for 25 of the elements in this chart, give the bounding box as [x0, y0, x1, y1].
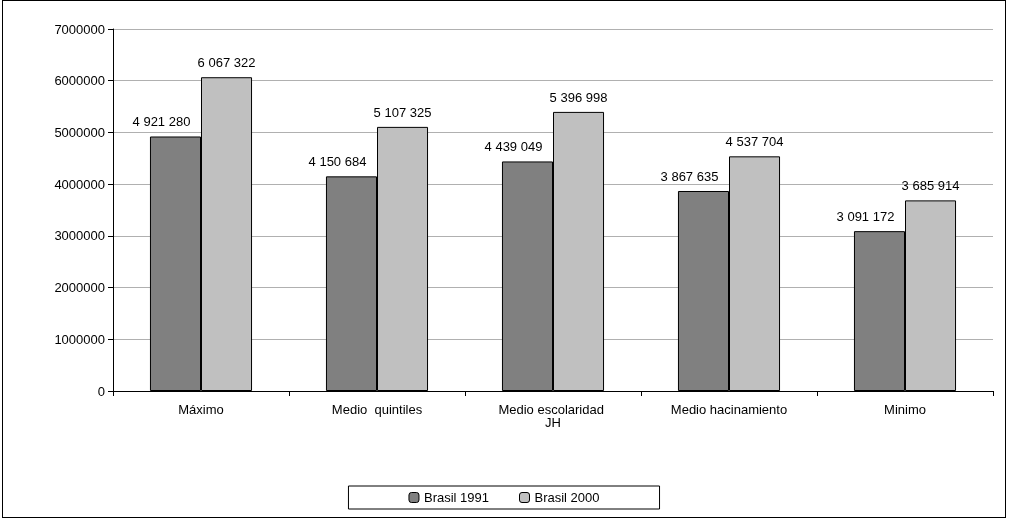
legend-label: Brasil 2000 [534, 490, 600, 505]
data-label: 4 439 049 [484, 139, 543, 155]
x-tick-label: Minimo [884, 402, 926, 417]
y-tick-label: 4000000 [54, 176, 105, 192]
legend-label: Brasil 1991 [423, 490, 490, 505]
y-tick-label: 3000000 [54, 228, 105, 244]
data-label: 6 067 322 [197, 55, 256, 71]
data-label: 4 921 280 [132, 114, 191, 130]
x-tick-label: Máximo [178, 402, 224, 417]
y-tick-label: 2000000 [54, 280, 105, 296]
y-tick-label: 7000000 [54, 21, 105, 37]
data-label: 3 685 914 [901, 178, 960, 194]
y-tick-label: 0 [97, 383, 105, 399]
y-tick-label: 1000000 [54, 331, 105, 347]
data-label: 5 107 325 [373, 104, 432, 120]
data-label: 5 396 998 [549, 89, 608, 105]
data-label: 3 867 635 [660, 168, 719, 184]
data-label: 3 091 172 [836, 209, 895, 225]
y-tick-label: 5000000 [54, 124, 105, 140]
y-tick-label: 6000000 [54, 73, 105, 89]
x-tick-label: Medio quintiles [331, 402, 423, 417]
x-tick-label: Medio hacinamiento [670, 402, 788, 417]
data-label: 4 150 684 [308, 154, 367, 170]
x-tick-label: Medio escolaridad JH [498, 402, 608, 430]
data-label: 4 537 704 [725, 134, 784, 150]
